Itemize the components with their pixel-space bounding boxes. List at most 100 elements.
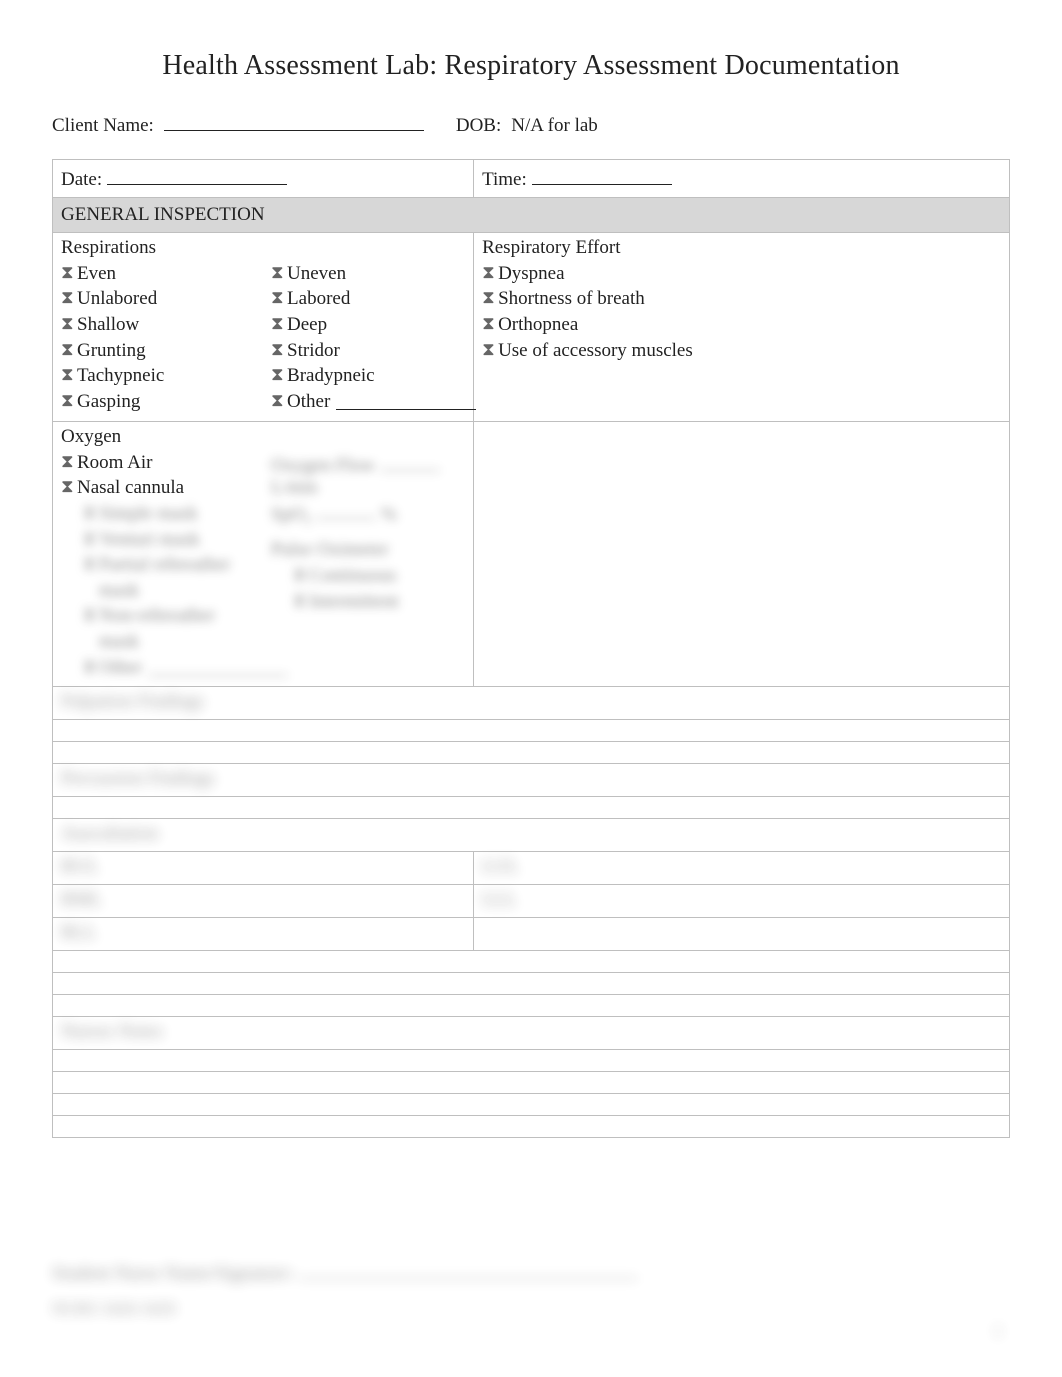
checkbox-icon[interactable]: ⧗ (482, 340, 492, 358)
resp-item: Tachypneic (77, 363, 164, 389)
checkbox-icon[interactable]: ⧗ (83, 605, 93, 623)
checkbox-icon[interactable]: ⧗ (61, 477, 71, 495)
respirations-col2-list: ⧗Uneven ⧗Labored ⧗Deep ⧗Stridor ⧗Bradypn… (271, 261, 465, 415)
checkbox-icon[interactable]: ⧗ (61, 391, 71, 409)
oxygen-mask-item: Partial rebreather mask (99, 552, 255, 603)
checkbox-icon[interactable]: ⧗ (61, 365, 71, 383)
resp-item: Stridor (287, 338, 340, 364)
oxygen-mask-item: Simple mask (99, 501, 198, 527)
resp-effort-item: Shortness of breath (498, 286, 645, 312)
time-field[interactable] (532, 164, 672, 185)
notes-line[interactable] (53, 1116, 1010, 1138)
ausc-row-3: RLL (53, 918, 1010, 951)
ausc-line[interactable] (53, 973, 1010, 995)
date-time-row: Date: Time: (53, 159, 1010, 197)
footer-course-code: NURS 3426-3429 (52, 1299, 1010, 1319)
ausc-line[interactable] (53, 995, 1010, 1017)
oxygen-other-label: Other (99, 655, 142, 681)
ausc-rul: RUL (61, 856, 99, 877)
pulse-ox-item: Continuous (309, 563, 397, 589)
respirations-row: Respirations ⧗Even ⧗Unlabored ⧗Shallow ⧗… (53, 232, 1010, 421)
percussion-line[interactable] (53, 797, 1010, 819)
resp-item: Bradypneic (287, 363, 375, 389)
page-title: Health Assessment Lab: Respiratory Asses… (52, 50, 1010, 82)
auscultation-label: Auscultation (61, 823, 158, 844)
time-label: Time: (482, 169, 527, 190)
auscultation-header-row: Auscultation (53, 819, 1010, 852)
checkbox-icon[interactable]: ⧗ (61, 452, 71, 470)
date-label: Date: (61, 169, 102, 190)
page-number: 1 (994, 1323, 1002, 1341)
ausc-lul: LUL (482, 856, 519, 877)
date-field[interactable] (107, 164, 287, 185)
ausc-rll: RLL (61, 922, 97, 943)
resp-item: Unlabored (77, 286, 157, 312)
ausc-row-1: RUL LUL (53, 852, 1010, 885)
pulse-ox-item: Intermittent (309, 589, 399, 615)
percussion-label: Percussion Findings (61, 768, 215, 789)
section-general-inspection: GENERAL INSPECTION (53, 197, 1010, 232)
oxygen-col1-list: ⧗Room Air ⧗Nasal cannula (61, 450, 255, 501)
resp-effort-list: ⧗Dyspnea ⧗Shortness of breath ⧗Orthopnea… (482, 261, 1001, 364)
checkbox-icon[interactable]: ⧗ (482, 314, 492, 332)
resp-item: Grunting (77, 338, 146, 364)
oxygen-lpm: L/min (271, 477, 317, 498)
ausc-rml: RML (61, 889, 102, 910)
checkbox-icon[interactable]: ⧗ (293, 565, 303, 583)
checkbox-icon[interactable]: ⧗ (482, 288, 492, 306)
checkbox-icon[interactable]: ⧗ (61, 340, 71, 358)
checkbox-icon[interactable]: ⧗ (271, 340, 281, 358)
checkbox-icon[interactable]: ⧗ (61, 314, 71, 332)
resp-item: Deep (287, 312, 327, 338)
checkbox-icon[interactable]: ⧗ (61, 288, 71, 306)
checkbox-icon[interactable]: ⧗ (271, 391, 281, 409)
checkbox-icon[interactable]: ⧗ (83, 529, 93, 547)
checkbox-icon[interactable]: ⧗ (83, 503, 93, 521)
respirations-col1-list: ⧗Even ⧗Unlabored ⧗Shallow ⧗Grunting ⧗Tac… (61, 261, 255, 415)
oxygen-sat-field[interactable] (316, 499, 376, 520)
notes-line[interactable] (53, 1050, 1010, 1072)
oxygen-percent: % (381, 503, 397, 524)
resp-other-label: Other (287, 389, 330, 415)
checkbox-icon[interactable]: ⧗ (83, 554, 93, 572)
client-name-field[interactable] (164, 110, 424, 131)
checkbox-icon[interactable]: ⧗ (482, 263, 492, 281)
notes-line[interactable] (53, 1072, 1010, 1094)
palpation-line[interactable] (53, 742, 1010, 764)
checkbox-icon[interactable]: ⧗ (293, 591, 303, 609)
checkbox-icon[interactable]: ⧗ (271, 365, 281, 383)
oxygen-flow-label: Oxygen Flow (271, 455, 375, 476)
resp-effort-item: Dyspnea (498, 261, 564, 287)
dob-label: DOB: (456, 115, 501, 137)
ausc-line[interactable] (53, 951, 1010, 973)
dob-value: N/A for lab (511, 115, 598, 137)
checkbox-icon[interactable]: ⧗ (271, 314, 281, 332)
checkbox-icon[interactable]: ⧗ (61, 263, 71, 281)
oxygen-flow-row: Oxygen Flow L/min (271, 450, 465, 499)
notes-line[interactable] (53, 1094, 1010, 1116)
oxygen-sat-row: SpO₂ % (271, 499, 465, 526)
resp-effort-item: Use of accessory muscles (498, 338, 693, 364)
oxygen-other-field[interactable] (148, 655, 288, 676)
assessment-form-table: Date: Time: GENERAL INSPECTION Respirati… (52, 159, 1010, 1139)
nurses-notes-label: Nurses Notes (61, 1021, 163, 1042)
resp-effort-label: Respiratory Effort (482, 237, 1001, 259)
resp-item: Labored (287, 286, 350, 312)
signature-field[interactable] (298, 1258, 638, 1279)
oxygen-label: Oxygen (61, 426, 255, 448)
oxygen-sat-label: SpO₂ (271, 503, 311, 524)
palpation-line[interactable] (53, 720, 1010, 742)
checkbox-icon[interactable]: ⧗ (271, 288, 281, 306)
pulse-ox-list: ⧗ Continuous ⧗ Intermittent (293, 563, 465, 614)
oxygen-row: Oxygen ⧗Room Air ⧗Nasal cannula ⧗Simple … (53, 421, 1010, 687)
client-name-label: Client Name: (52, 115, 154, 137)
oxygen-flow-field[interactable] (380, 450, 440, 471)
checkbox-icon[interactable]: ⧗ (83, 657, 93, 675)
resp-other-field[interactable] (336, 389, 476, 410)
palpation-header-row: Palpation Findings (53, 687, 1010, 720)
checkbox-icon[interactable]: ⧗ (271, 263, 281, 281)
resp-item: Even (77, 261, 116, 287)
ausc-row-2: RML LLL (53, 885, 1010, 918)
oxygen-item: Room Air (77, 450, 152, 476)
client-dob-row: Client Name: DOB: N/A for lab (52, 110, 1010, 137)
